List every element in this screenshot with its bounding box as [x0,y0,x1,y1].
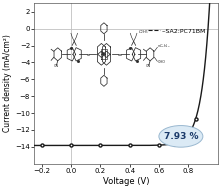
Y-axis label: Current density (mA/cm²): Current density (mA/cm²) [4,35,12,132]
Legend: --SA2:PC71BM: --SA2:PC71BM [145,26,209,36]
Ellipse shape [159,125,203,147]
X-axis label: Voltage (V): Voltage (V) [103,177,149,186]
Text: 7.93 %: 7.93 % [164,132,198,141]
